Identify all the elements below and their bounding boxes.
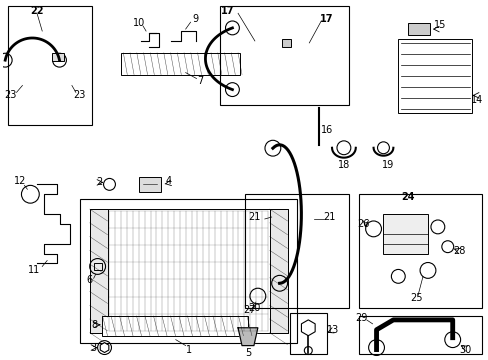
- Text: 21: 21: [322, 212, 335, 222]
- Bar: [244, 194, 348, 308]
- Bar: [94, 262, 102, 270]
- Bar: [8, 6, 91, 125]
- Text: 28: 28: [452, 246, 465, 256]
- Text: 9: 9: [192, 14, 198, 24]
- Text: 1: 1: [185, 345, 191, 355]
- Bar: [281, 39, 291, 47]
- Text: 20: 20: [248, 303, 261, 313]
- Text: 21: 21: [248, 212, 261, 222]
- Text: 11: 11: [28, 265, 41, 275]
- Text: 5: 5: [244, 347, 250, 357]
- Bar: [89, 209, 287, 333]
- Text: 8: 8: [91, 320, 98, 330]
- Text: 18: 18: [337, 159, 349, 170]
- Bar: [383, 214, 427, 253]
- Text: 15: 15: [433, 20, 445, 30]
- Text: 24: 24: [401, 192, 414, 202]
- Text: 3: 3: [90, 343, 97, 352]
- Text: 26: 26: [357, 219, 369, 229]
- Bar: [121, 53, 240, 75]
- Bar: [398, 39, 471, 113]
- Text: 14: 14: [470, 95, 483, 105]
- Text: 17: 17: [221, 6, 234, 16]
- Text: 17: 17: [320, 14, 333, 24]
- Bar: [358, 316, 481, 354]
- Text: 16: 16: [320, 125, 332, 135]
- Text: 25: 25: [409, 293, 422, 303]
- Bar: [220, 6, 348, 105]
- Text: 27: 27: [243, 305, 256, 315]
- Bar: [269, 209, 287, 333]
- Text: 6: 6: [86, 275, 93, 285]
- Bar: [80, 199, 297, 343]
- Text: 10: 10: [133, 18, 145, 28]
- Bar: [407, 23, 429, 35]
- Bar: [289, 313, 326, 355]
- Bar: [52, 53, 64, 61]
- Text: 2: 2: [96, 177, 102, 188]
- Bar: [139, 177, 161, 192]
- Text: 4: 4: [165, 176, 172, 186]
- Text: 30: 30: [459, 345, 471, 355]
- Text: 23: 23: [74, 90, 86, 100]
- Text: 7: 7: [197, 76, 203, 86]
- Bar: [102, 316, 247, 336]
- Text: 29: 29: [355, 313, 367, 323]
- Text: 13: 13: [326, 325, 339, 335]
- Text: 23: 23: [4, 90, 17, 100]
- Text: 22: 22: [30, 6, 44, 16]
- Text: 12: 12: [14, 176, 27, 186]
- Bar: [358, 194, 481, 308]
- Polygon shape: [238, 328, 257, 346]
- Text: 19: 19: [382, 159, 394, 170]
- Bar: [89, 209, 107, 333]
